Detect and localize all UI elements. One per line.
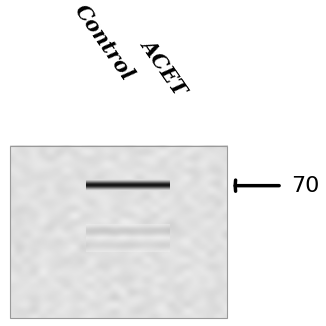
Text: Control: Control (70, 0, 137, 84)
Text: 70: 70 (291, 176, 320, 196)
Text: ACET: ACET (138, 35, 191, 99)
Bar (9, 146, 228, 318)
